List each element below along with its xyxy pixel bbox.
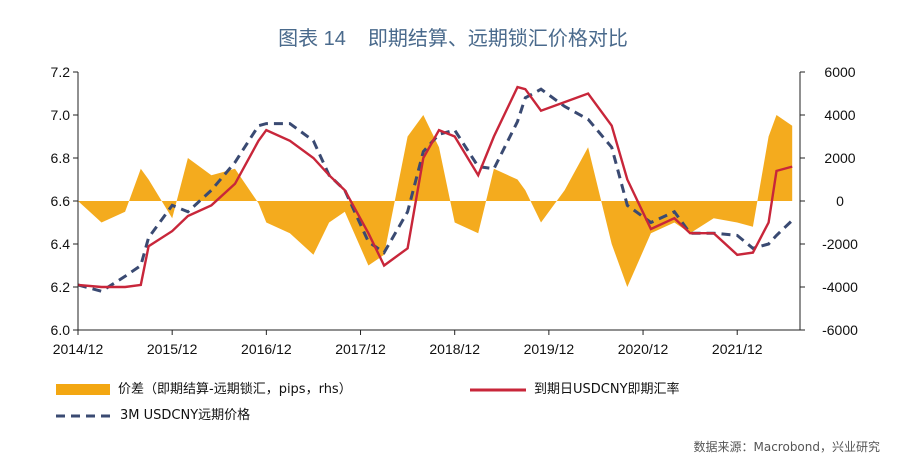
spread-area (78, 115, 793, 287)
x-tick-label: 2016/12 (241, 341, 292, 357)
x-tick-label: 2015/12 (147, 341, 198, 357)
right-tick-label: 4000 (824, 107, 855, 123)
left-tick-label: 6.4 (51, 236, 71, 252)
left-tick-label: 6.8 (51, 150, 71, 166)
title-text: 即期结算、远期锁汇价格对比 (367, 26, 628, 50)
legend-item-spot: 到期日USDCNY即期汇率 (470, 378, 680, 397)
figure-label: 图表 14 (278, 28, 346, 50)
left-tick-label: 6.2 (51, 279, 71, 295)
x-tick-label: 2014/12 (53, 341, 104, 357)
legend-item-forward: 3M USDCNY远期价格 (56, 404, 250, 423)
x-tick-label: 2020/12 (618, 341, 669, 357)
chart-title: 图表 14 即期结算、远期锁汇价格对比 (0, 22, 900, 51)
legend-label-spread: 价差（即期结算-远期锁汇，pips，rhs） (118, 382, 352, 397)
x-tick-label: 2021/12 (712, 341, 763, 357)
x-tick-label: 2018/12 (429, 341, 480, 357)
right-tick-label: 2000 (824, 150, 855, 166)
right-tick-label: 0 (836, 193, 844, 209)
x-tick-label: 2017/12 (335, 341, 386, 357)
legend-swatch-spread (56, 384, 110, 395)
left-tick-label: 6.0 (51, 322, 71, 338)
legend-label-spot: 到期日USDCNY即期汇率 (534, 382, 680, 397)
right-tick-label: 6000 (824, 64, 855, 80)
left-tick-label: 6.6 (51, 193, 71, 209)
legend-swatch-forward (56, 414, 112, 417)
right-tick-label: -6000 (822, 322, 858, 338)
left-tick-label: 7.2 (51, 64, 71, 80)
right-tick-label: -4000 (822, 279, 858, 295)
spot-line (77, 85, 793, 289)
source-note: 数据来源：Macrobond，兴业研究 (693, 440, 881, 454)
x-tick-label: 2019/12 (524, 341, 575, 357)
right-tick-label: -2000 (822, 236, 858, 252)
legend-label-forward: 3M USDCNY远期价格 (120, 408, 251, 423)
forward-line (77, 87, 794, 293)
left-tick-label: 7.0 (51, 107, 71, 123)
legend-swatch-spot (470, 388, 526, 391)
legend-item-spread: 价差（即期结算-远期锁汇，pips，rhs） (56, 378, 352, 397)
